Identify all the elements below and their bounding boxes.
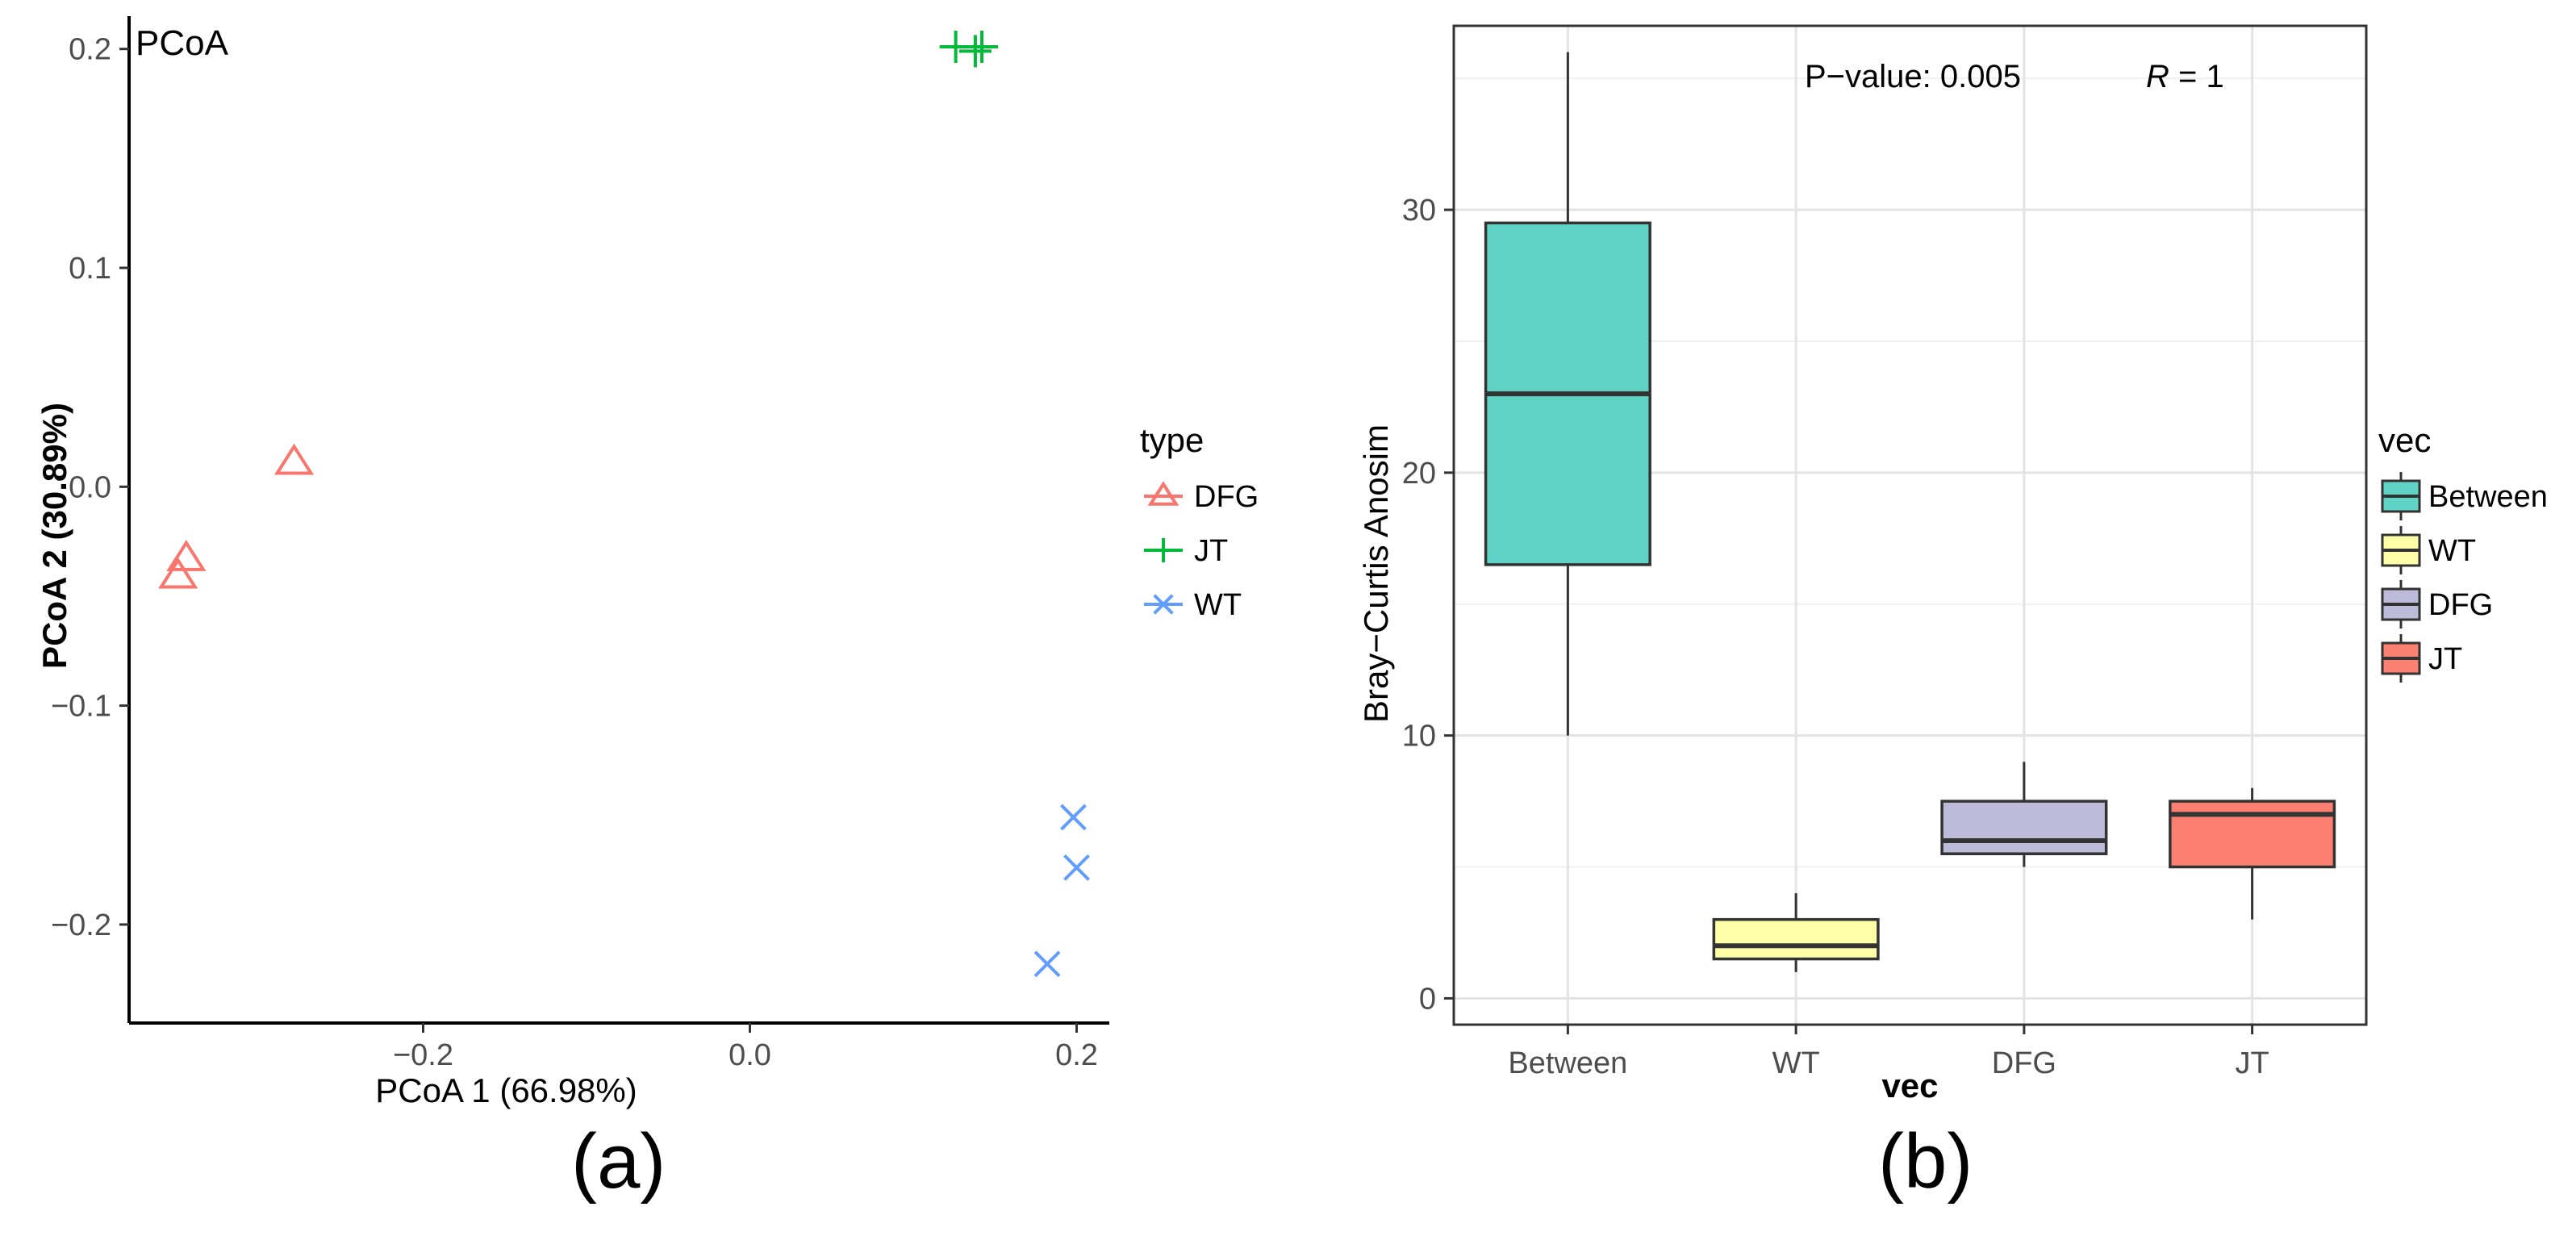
data-point [1033,950,1061,978]
data-point [1060,804,1087,831]
data-point [166,540,207,571]
x-tick-label: JT [2236,1046,2269,1080]
box-iqr [1712,917,1880,961]
x-tick-label: 0.0 [729,1038,771,1072]
legend-label: WT [1194,588,1242,622]
legend-key-jt [1144,538,1183,562]
legend: type DFG JT WT [1140,421,1259,622]
y-tick-label: 0.0 [69,470,111,504]
series-wt [1033,804,1090,978]
plot-border [1452,24,2368,1026]
legend-key-dfg [2381,580,2421,628]
legend-label: DFG [1194,480,1259,514]
caption-a: (a) [571,1118,666,1205]
box-iqr [1940,800,2108,855]
y-axis-title: PCoA 2 (30.89%) [35,403,73,669]
box-iqr [2169,800,2336,869]
y-tick-label: 0 [1419,982,1436,1016]
y-tick-label: 0.2 [69,33,111,67]
legend-label: Between [2428,480,2548,514]
marker-stroke [1060,804,1087,831]
x-axis-title: PCoA 1 (66.98%) [375,1071,637,1109]
legend-key-wt [2381,526,2421,574]
data-point [1063,854,1090,881]
legend: vec Between WT DFG JT [2378,421,2548,683]
y-tick-label: 0.1 [69,252,111,286]
plot-title: PCoA [136,23,229,63]
data-point [966,30,999,63]
legend-title: vec [2378,421,2431,459]
box-jt [2169,787,2336,920]
r-symbol: R [2146,59,2169,94]
y-tick-label: −0.1 [51,690,111,724]
x-tick-label: WT [1772,1046,1820,1080]
y-axis-title: Bray−Curtis Anosim [1357,424,1395,723]
data-point [273,443,315,475]
marker-stroke [1153,594,1174,615]
legend-label: DFG [2428,588,2493,622]
x-axis-title: vec [1881,1067,1938,1105]
legend-label: JT [2428,642,2462,676]
box-dfg [1940,762,2108,867]
x-tick-label: Between [1508,1046,1627,1080]
data-point [958,35,992,68]
data-point [158,557,198,589]
legend-marker [1151,538,1175,562]
y-tick-label: 20 [1402,457,1436,491]
series-jt [939,30,999,68]
legend-marker [1153,594,1174,615]
pcoa-panel: PCoA −0.2 −0.1 0.0 0.1 0.2 −0.2 0.0 0.2 PCoA 1 (6… [35,16,1259,1109]
r-value: = 1 [2169,59,2224,94]
box-wt [1712,893,1880,972]
y-tick-label: 30 [1402,194,1436,228]
legend-key-wt [1144,594,1183,615]
marker-stroke [1063,854,1090,881]
legend-label: WT [2428,534,2476,568]
series-dfg [158,443,315,589]
legend-marker [1147,481,1179,506]
legend-key-jt [2381,634,2421,683]
marker-stroke [1033,950,1061,978]
caption-b: (b) [1878,1118,1973,1205]
anosim-box-plot: 0 10 20 30 Between WT DFG JT vec Bray−Curtis Anos… [1357,24,2548,1105]
box-between [1484,52,1651,736]
legend-label: JT [1194,534,1228,568]
legend-key-dfg [1144,481,1183,506]
x-tick-label: DFG [1992,1046,2056,1080]
y-tick-label: 10 [1402,720,1436,754]
anosim-panel: 0 10 20 30 Between WT DFG JT vec Bray−Curtis Anos… [1323,0,2576,1257]
pcoa-scatter-plot: PCoA −0.2 −0.1 0.0 0.1 0.2 −0.2 0.0 0.2 PCoA 1 (6… [35,16,1259,1109]
legend-key-between [2381,472,2421,520]
x-tick-label: 0.2 [1055,1038,1098,1072]
legend-title: type [1140,421,1204,459]
y-tick-label: −0.2 [51,908,111,942]
x-tick-label: −0.2 [393,1038,453,1072]
p-value-annotation: P−value: 0.005 [1805,59,2021,94]
r-statistic-annotation: R = 1 [2146,59,2224,94]
